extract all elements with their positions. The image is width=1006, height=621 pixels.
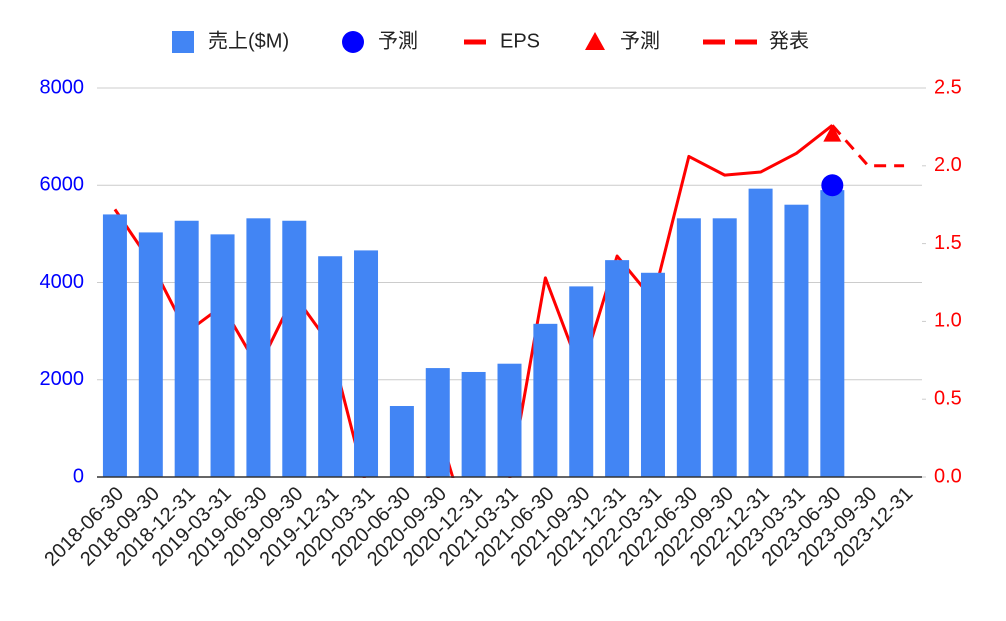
forecast-line xyxy=(831,124,905,168)
bar xyxy=(282,220,307,477)
bar xyxy=(605,260,630,477)
y2-tick-label: 0.5 xyxy=(934,387,962,409)
y2-tick-label: 2.0 xyxy=(934,154,962,176)
point xyxy=(821,174,844,197)
bar xyxy=(210,234,235,477)
legend-swatch xyxy=(585,32,605,50)
bar xyxy=(318,256,343,477)
y2-tick-label: 1.5 xyxy=(934,232,962,254)
y-tick-label: 6000 xyxy=(40,174,85,196)
bar xyxy=(569,286,594,477)
y-tick-label: 2000 xyxy=(40,368,85,390)
bar xyxy=(784,204,809,477)
point xyxy=(823,124,842,142)
bar xyxy=(712,218,737,477)
bar xyxy=(676,218,701,477)
y-tick-label: 8000 xyxy=(40,76,85,98)
bar xyxy=(461,371,486,477)
bar xyxy=(425,368,450,477)
bar xyxy=(533,323,558,477)
bar xyxy=(354,250,379,477)
y2-tick-label: 0.0 xyxy=(934,465,962,487)
bar xyxy=(640,272,665,477)
bar xyxy=(174,220,199,477)
y2-tick-label: 1.0 xyxy=(934,310,962,332)
y-tick-label: 0 xyxy=(73,465,84,487)
y2-tick-label: 2.5 xyxy=(934,76,962,98)
bar xyxy=(389,406,414,477)
legend-label: 発表 xyxy=(769,29,809,52)
y-tick-label: 4000 xyxy=(40,271,85,293)
legend-swatch xyxy=(172,31,194,53)
legend-swatch xyxy=(342,31,364,53)
legend-label: EPS xyxy=(500,30,540,52)
bar xyxy=(820,190,845,478)
bar xyxy=(748,188,773,477)
bar xyxy=(497,363,522,477)
bar xyxy=(246,218,271,477)
legend-label: 予測 xyxy=(620,29,660,52)
legend-label: 売上($M) xyxy=(208,29,289,52)
bar xyxy=(138,232,163,477)
legend-label: 予測 xyxy=(378,29,418,52)
bar xyxy=(102,214,127,478)
